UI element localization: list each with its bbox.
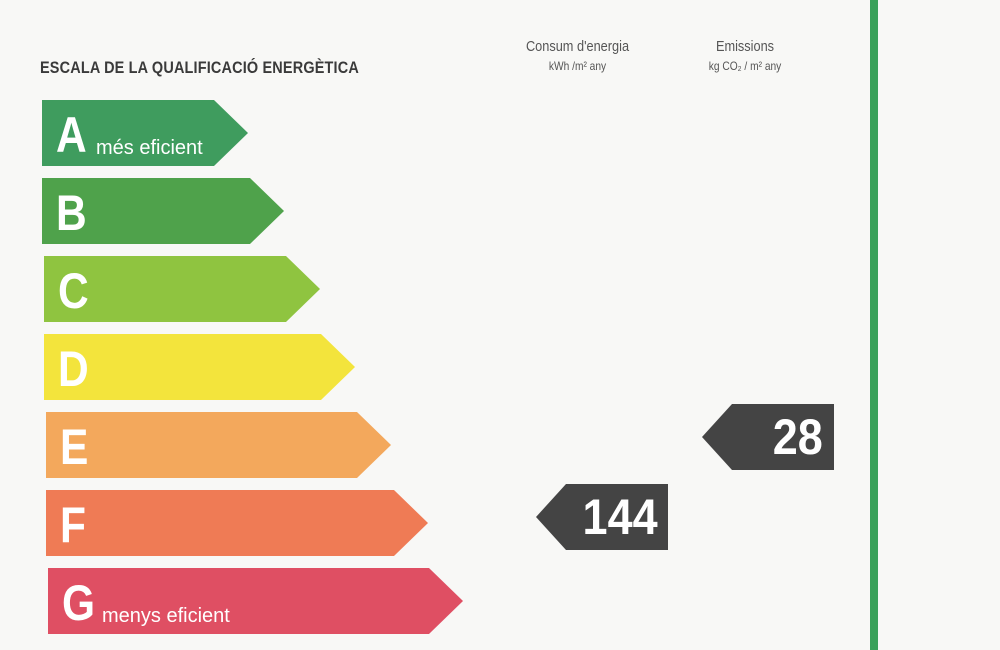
- consumption-header: Consum d'energia kWh /m² any: [512, 38, 644, 73]
- band-letter: C: [58, 263, 89, 319]
- band-f: F: [46, 490, 428, 556]
- emissions-label: Emissions: [715, 38, 775, 55]
- band-subtitle: menys eficient: [102, 605, 230, 627]
- band-g: G menys eficient: [48, 568, 463, 634]
- scale-title: ESCALA DE LA QUALIFICACIÓ ENERGÈTICA: [40, 58, 359, 77]
- consumption-unit: kWh /m² any: [548, 59, 607, 73]
- consumption-label: Consum d'energia: [525, 38, 630, 55]
- band-letter: A: [56, 107, 87, 163]
- band-subtitle: més eficient: [96, 137, 203, 159]
- band-c: C: [44, 256, 320, 322]
- band-letter: G: [62, 575, 96, 631]
- band-d: D: [44, 334, 355, 400]
- band-letter: D: [58, 341, 89, 397]
- band-letter: B: [56, 185, 87, 241]
- band-b: B: [42, 178, 284, 244]
- border-line: [870, 0, 878, 650]
- emissions-value: 28: [773, 409, 824, 465]
- emissions-header: Emissions kg CO₂ / m² any: [681, 38, 809, 73]
- emissions-unit: kg CO₂ / m² any: [708, 59, 782, 73]
- band-letter: E: [60, 419, 89, 475]
- consumption-rating-badge: 144: [536, 484, 668, 550]
- consumption-value: 144: [582, 489, 658, 545]
- band-e: E: [46, 412, 391, 478]
- band-letter: F: [60, 497, 86, 553]
- band-a: A més eficient: [42, 100, 248, 166]
- emissions-rating-badge: 28: [702, 404, 834, 470]
